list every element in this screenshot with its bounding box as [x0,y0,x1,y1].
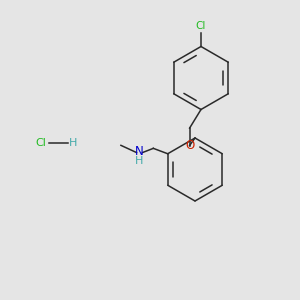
Text: O: O [186,139,195,152]
Text: Cl: Cl [196,21,206,31]
Text: Cl: Cl [35,137,46,148]
Text: H: H [69,137,78,148]
Text: H: H [135,156,143,166]
Text: N: N [134,145,143,158]
